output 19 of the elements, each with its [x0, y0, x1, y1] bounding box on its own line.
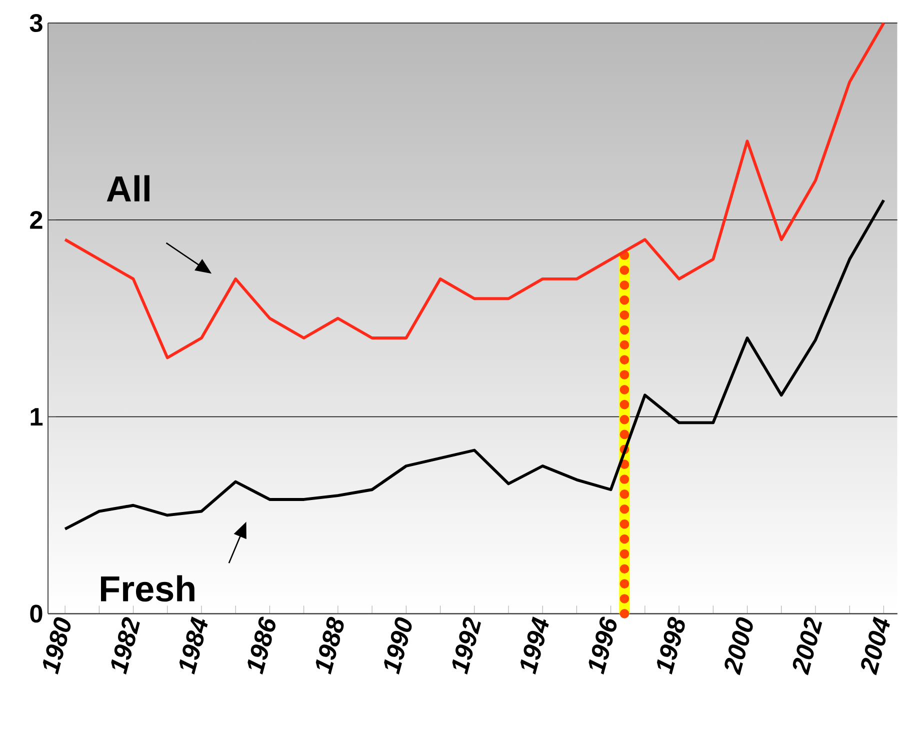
y-tick-label: 2	[30, 211, 42, 229]
x-tick-label: 1992	[452, 617, 481, 675]
y-tick-label: 1	[30, 408, 43, 426]
x-tick-label: 1990	[384, 617, 412, 675]
y-tick-label: 3	[30, 14, 42, 32]
series-label: Fresh	[100, 575, 194, 602]
y-tick-label: 0	[30, 604, 42, 623]
x-tick-label: 1986	[248, 616, 276, 675]
x-tick-label: 1988	[316, 616, 344, 675]
x-tick-label: 1984	[179, 616, 208, 675]
x-tick-label: 1998	[656, 616, 685, 675]
x-tick-label: 2002	[792, 617, 822, 676]
x-tick-label: 1994	[520, 616, 549, 675]
x-tick-label: 2000	[724, 617, 753, 676]
x-tick-label: 1980	[42, 617, 71, 675]
x-tick-label: 2004	[861, 616, 890, 676]
series-label: All	[106, 175, 150, 202]
x-tick-label: 1996	[588, 616, 617, 675]
x-tick-label: 1982	[111, 617, 140, 675]
